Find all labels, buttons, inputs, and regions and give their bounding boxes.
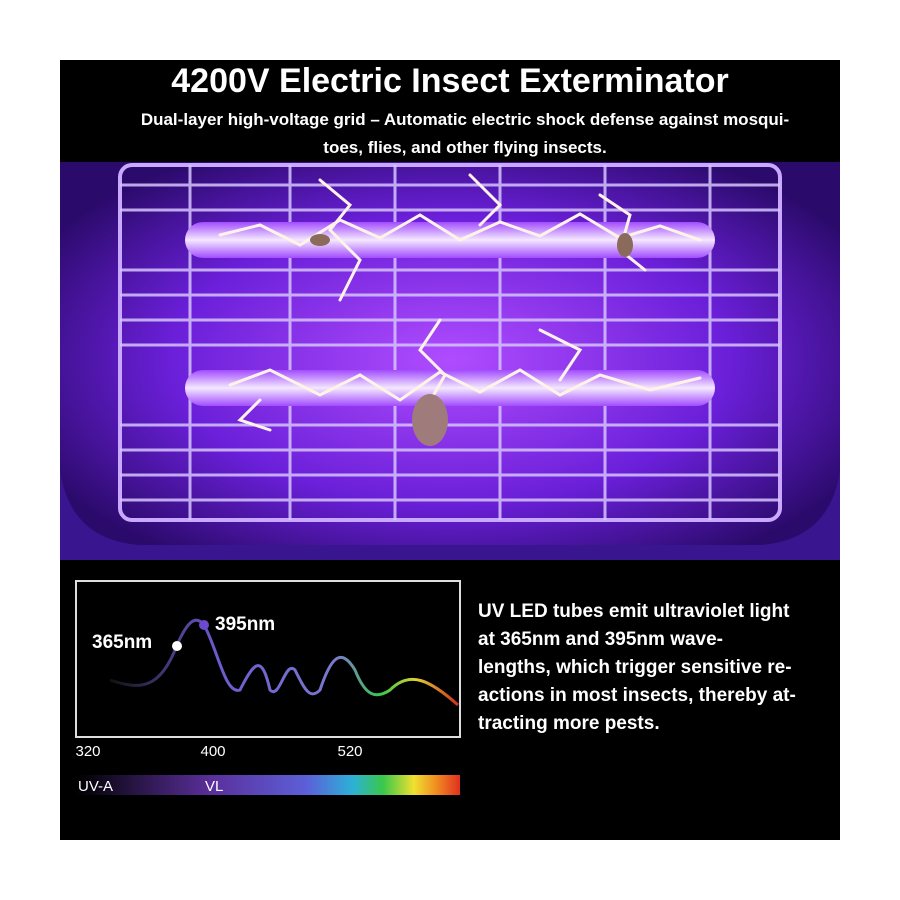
axis-label: 400: [200, 743, 225, 760]
description-line: lengths, which trigger sensitive re-: [478, 657, 792, 678]
title: 4200V Electric Insect Exterminator: [171, 62, 729, 100]
axis-label: 320: [75, 743, 100, 760]
zapper-illustration: [60, 160, 840, 560]
peak-dot: [172, 641, 182, 651]
spectrum-box: [75, 580, 461, 738]
header-band: [60, 60, 840, 162]
peak-label: 365nm: [92, 632, 152, 653]
subtitle-line: toes, flies, and other flying insects.: [323, 138, 606, 157]
description-line: UV LED tubes emit ultraviolet light: [478, 601, 790, 622]
peak-dot: [199, 620, 209, 630]
peak-label: 395nm: [215, 614, 275, 635]
band-label: UV-A: [78, 778, 113, 795]
band-label: VL: [205, 778, 223, 795]
axis-label: 520: [337, 743, 362, 760]
description-line: tracting more pests.: [478, 713, 660, 734]
subtitle-line: Dual-layer high-voltage grid – Automatic…: [141, 110, 789, 129]
spectrum-bar: [76, 775, 460, 795]
spectrum-curve: [109, 618, 459, 707]
description-line: at 365nm and 395nm wave-: [478, 629, 723, 650]
description-line: actions in most insects, thereby at-: [478, 685, 796, 706]
